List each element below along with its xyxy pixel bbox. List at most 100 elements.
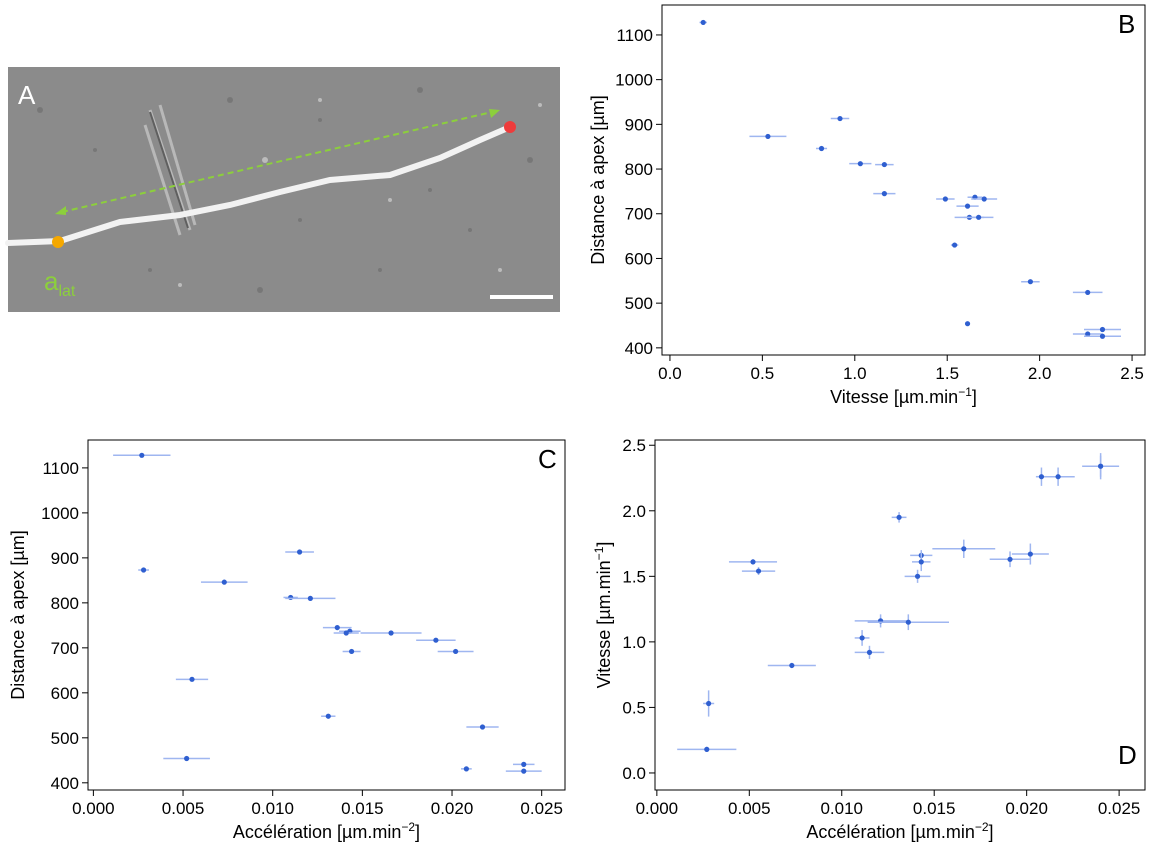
x-axis-label-superscript: −2 — [975, 820, 989, 834]
y-axis-label-superscript: −1 — [592, 546, 606, 560]
annotation-base: a — [44, 266, 59, 296]
point — [521, 768, 527, 774]
x-tick-label: 0.000 — [636, 799, 679, 818]
x-tick-label: 0.005 — [162, 799, 205, 818]
micrograph-panel: A alat — [5, 67, 560, 312]
point — [325, 713, 331, 719]
apex-point — [504, 121, 516, 133]
point — [1038, 474, 1045, 480]
lateral-branch-point — [52, 236, 64, 248]
x-tick-label: 0.5 — [751, 364, 775, 383]
point — [905, 619, 911, 625]
x-tick-label: 2.0 — [1028, 364, 1052, 383]
x-tick-label: 2.5 — [1120, 364, 1144, 383]
micrograph-texture — [37, 87, 533, 293]
point — [914, 573, 921, 579]
point — [818, 145, 825, 152]
x-axis-label: Accélération [µm.min−2] — [233, 820, 420, 842]
x-tick-label: 0.005 — [728, 799, 771, 818]
scatter-panel: 0.000 0.005 0.010 0.015 0.020 0.025 0.0 0.5 1.0 1… — [592, 436, 1146, 842]
point — [1085, 331, 1091, 337]
point — [288, 594, 294, 601]
point — [981, 196, 987, 202]
y-tick-label: 1.5 — [622, 567, 646, 586]
point — [453, 648, 459, 655]
x-tick-label: 0.0 — [658, 364, 682, 383]
point — [479, 724, 486, 730]
point — [349, 648, 355, 655]
point — [704, 746, 710, 752]
point — [837, 115, 843, 122]
x-axis-label: Accélération [µm.min−2] — [806, 820, 993, 842]
point — [952, 242, 958, 248]
distance-arrow — [61, 111, 493, 213]
x-axis-label-superscript: −2 — [401, 820, 415, 834]
x-axis-label-text: Accélération [µm.min — [233, 822, 401, 842]
x-axis-label-text: Accélération [µm.min — [806, 822, 974, 842]
panel-label: A — [18, 80, 36, 110]
y-tick-label: 1100 — [42, 459, 79, 478]
y-tick-label: 600 — [625, 249, 653, 268]
point — [964, 321, 971, 327]
y-tick-label: 1100 — [616, 26, 653, 45]
point — [140, 567, 147, 573]
point — [755, 568, 762, 574]
panel-label: C — [538, 444, 557, 474]
annotation-subscript: lat — [58, 283, 75, 300]
y-tick-label: 2.0 — [622, 502, 646, 521]
point — [765, 133, 771, 140]
y-axis-label-text: Vitesse [µm.min — [594, 560, 614, 688]
y-tick-label: 2.5 — [622, 436, 646, 455]
point — [463, 766, 469, 772]
x-tick-label: 0.020 — [1005, 799, 1048, 818]
point — [700, 19, 706, 26]
point — [388, 630, 394, 636]
x-axis-label-suffix: ] — [989, 822, 994, 842]
point — [976, 214, 982, 220]
y-tick-label: 400 — [625, 339, 653, 358]
panel-label: D — [1118, 740, 1137, 770]
y-tick-label: 0.5 — [622, 698, 646, 717]
hypha — [5, 124, 513, 246]
y-tick-label: 600 — [51, 684, 79, 703]
y-tick-label: 1.0 — [622, 633, 646, 652]
y-axis-label: Distance à apex [µm] — [588, 95, 608, 264]
y-tick-label: 700 — [625, 205, 653, 224]
point — [964, 203, 971, 209]
x-axis-label: Vitesse [µm.min−1] — [830, 385, 977, 407]
point — [881, 161, 887, 168]
micrograph-texture — [178, 98, 542, 287]
y-tick-label: 900 — [625, 115, 653, 134]
y-tick-label: 1000 — [615, 71, 653, 90]
point — [139, 452, 145, 458]
y-tick-label: 400 — [51, 774, 79, 793]
point — [189, 676, 195, 682]
point — [334, 624, 340, 631]
point — [866, 649, 873, 655]
point — [1027, 551, 1033, 557]
debris-streak — [149, 111, 189, 229]
y-axis-label: Distance à apex [µm] — [8, 530, 28, 699]
x-tick-label: 0.020 — [431, 799, 474, 818]
y-tick-label: 0.0 — [622, 764, 646, 783]
point — [942, 196, 948, 202]
point — [521, 761, 527, 767]
point — [750, 559, 756, 565]
x-axis-label-text: Vitesse [µm.min — [830, 387, 958, 407]
scatter-panel: 0.0 0.5 1.0 1.5 2.0 2.5 400 500 600 700 800 900 1000… — [588, 4, 1146, 407]
point — [1099, 333, 1106, 339]
scatter-panel: 0.000 0.005 0.010 0.015 0.020 0.025 400 500 600 7… — [8, 439, 566, 842]
point — [1098, 463, 1104, 469]
annotation: alat — [44, 266, 76, 300]
point — [343, 630, 349, 636]
point — [1027, 279, 1033, 285]
point — [918, 559, 924, 565]
point — [307, 595, 313, 601]
x-axis-label-superscript: −1 — [958, 385, 972, 399]
plot-frame — [661, 4, 1146, 356]
point — [1055, 474, 1061, 480]
y-tick-label: 700 — [51, 639, 79, 658]
x-tick-label: 0.010 — [820, 799, 863, 818]
point — [1085, 289, 1091, 296]
